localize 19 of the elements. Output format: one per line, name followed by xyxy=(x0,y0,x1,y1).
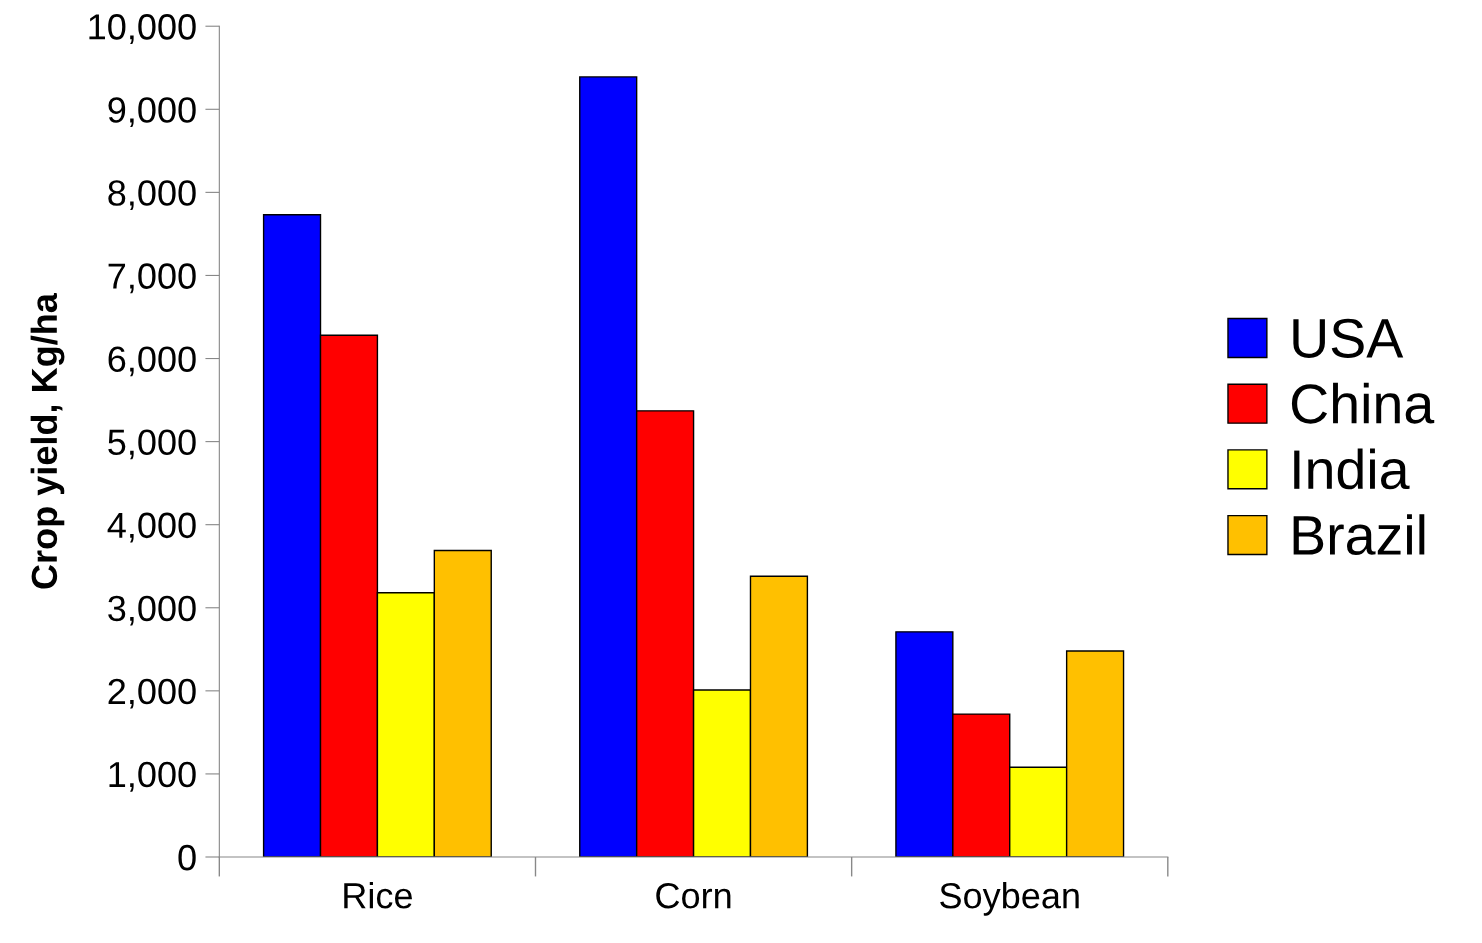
y-tick-label: 10,000 xyxy=(89,14,196,44)
x-tick-label: Rice xyxy=(344,882,412,909)
x-tick-label: Soybean xyxy=(940,882,1079,916)
y-tick-label: 6,000 xyxy=(108,346,196,377)
y-tick-label: 2,000 xyxy=(108,678,196,709)
x-tick-label: Corn xyxy=(656,882,731,909)
y-tick-label: 5,000 xyxy=(108,429,196,460)
y-tick-label: 4,000 xyxy=(107,512,196,543)
legend-label: USA xyxy=(1293,318,1404,358)
legend-label: Brazil xyxy=(1293,514,1425,556)
y-tick-label: 3,000 xyxy=(108,595,196,626)
y-tick-label: 9,000 xyxy=(108,97,196,127)
y-tick-label: 7,000 xyxy=(108,263,196,294)
legend-label: India xyxy=(1294,448,1410,490)
y-axis-title: Crop yield, Kg/ha xyxy=(30,292,65,589)
y-tick-label: 0 xyxy=(178,844,196,871)
y-tick-label: 1,000 xyxy=(109,761,196,792)
y-tick-label: 8,000 xyxy=(108,180,196,211)
legend-label: China xyxy=(1291,382,1435,424)
